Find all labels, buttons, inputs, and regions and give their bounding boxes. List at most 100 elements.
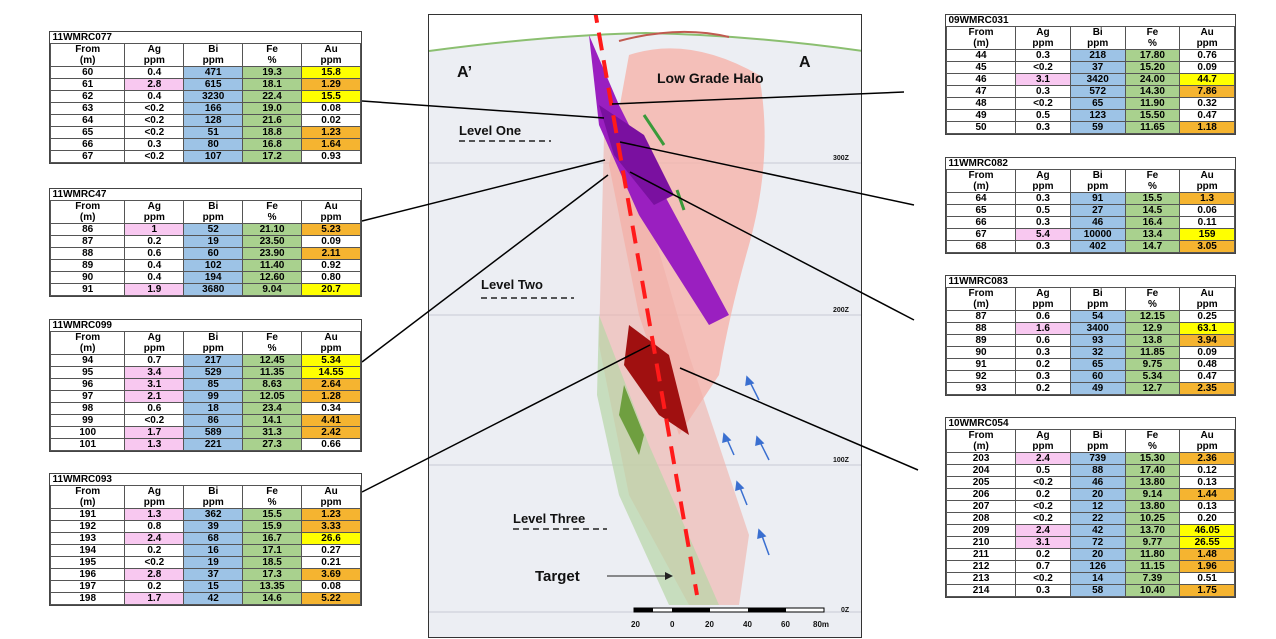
ag-cell: 0.7	[124, 354, 185, 367]
column-header: %	[242, 343, 303, 355]
ag-cell: 2.4	[1015, 524, 1071, 537]
fe-cell: 12.05	[242, 390, 303, 403]
bi-cell: 166	[183, 102, 244, 115]
fe-cell: 19.3	[242, 66, 303, 79]
column-header: (m)	[945, 38, 1017, 50]
from-cell: 65	[49, 126, 126, 139]
bi-cell: 194	[183, 271, 244, 284]
from-cell: 50	[945, 121, 1017, 134]
table-row: 97 2.1 99 12.05 1.28	[49, 390, 361, 403]
table-row: 99 <0.2 86 14.1 4.41	[49, 414, 361, 427]
from-cell: 67	[945, 228, 1017, 241]
from-cell: 197	[49, 580, 126, 593]
column-header: ppm	[183, 55, 244, 67]
from-cell: 45	[945, 61, 1017, 74]
au-cell: 4.41	[301, 414, 361, 427]
fe-cell: 14.7	[1124, 240, 1181, 253]
ag-cell: 0.4	[124, 259, 185, 272]
table-row: 63 <0.2 166 19.0 0.08	[49, 102, 361, 115]
table-row: 98 0.6 18 23.4 0.34	[49, 402, 361, 415]
column-header: Fe	[242, 331, 303, 343]
table-row: 100 1.7 589 31.3 2.42	[49, 426, 361, 439]
table-row: 60 0.4 471 19.3 15.8	[49, 66, 361, 79]
bi-cell: 93	[1069, 334, 1126, 347]
table-row: 197 0.2 15 13.35 0.08	[49, 580, 361, 593]
column-header: ppm	[301, 497, 361, 509]
from-cell: 98	[49, 402, 126, 415]
from-cell: 66	[945, 216, 1017, 229]
from-cell: 67	[49, 150, 126, 163]
bi-cell: 3400	[1069, 322, 1126, 335]
fe-cell: 24.00	[1124, 73, 1181, 86]
ag-cell: 0.3	[1015, 192, 1071, 205]
column-header: %	[242, 55, 303, 67]
fe-cell: 13.70	[1124, 524, 1181, 537]
fe-cell: 21.6	[242, 114, 303, 127]
column-header: ppm	[1069, 181, 1126, 193]
ag-cell: 0.2	[1015, 358, 1071, 371]
column-header: %	[1124, 441, 1181, 453]
from-cell: 204	[945, 464, 1017, 477]
fe-cell: 17.3	[242, 568, 303, 581]
ag-cell: 0.4	[124, 271, 185, 284]
ag-cell: 0.3	[1015, 240, 1071, 253]
fe-cell: 15.20	[1124, 61, 1181, 74]
assay-grid: 11WMRC093 From Ag Bi Fe Au (m) ppm ppm% ppm 191 1.3…	[49, 474, 361, 605]
column-header: ppm	[1015, 181, 1071, 193]
au-cell: 0.76	[1179, 49, 1235, 62]
bi-cell: 42	[1069, 524, 1126, 537]
from-cell: 100	[49, 426, 126, 439]
fe-cell: 13.4	[1124, 228, 1181, 241]
au-cell: 15.5	[301, 90, 361, 103]
fault-line	[593, 15, 699, 596]
bi-cell: 86	[183, 414, 244, 427]
bi-cell: 37	[183, 568, 244, 581]
fe-cell: 11.85	[1124, 346, 1181, 359]
rl-300: 300Z	[833, 155, 850, 162]
cross-section: 300Z 200Z 100Z 0Z A’ A Low Grade Halo Le…	[428, 14, 862, 638]
column-header: Bi	[183, 43, 244, 55]
table-row: 49 0.5 123 15.50 0.47	[945, 109, 1235, 122]
table-row: 195 <0.2 19 18.5 0.21	[49, 556, 361, 569]
ag-cell: 1.6	[1015, 322, 1071, 335]
assay-table-10wmrc054: 10WMRC054 From Ag Bi Fe Au (m) ppm ppm% ppm 203 2.4…	[945, 417, 1236, 598]
au-cell: 0.12	[1179, 464, 1235, 477]
fe-cell: 15.9	[242, 520, 303, 533]
table-row: 101 1.3 221 27.3 0.66	[49, 438, 361, 451]
from-cell: 91	[945, 358, 1017, 371]
halo-label: Low Grade Halo	[657, 70, 764, 86]
column-header: Au	[1179, 169, 1235, 181]
column-header: %	[1124, 38, 1181, 50]
fe-cell: 9.04	[242, 283, 303, 296]
cross-section-svg: 300Z 200Z 100Z 0Z A’ A Low Grade Halo Le…	[429, 15, 861, 637]
au-cell: 1.96	[1179, 560, 1235, 573]
column-header: (m)	[49, 343, 126, 355]
au-cell: 0.34	[301, 402, 361, 415]
column-header: ppm	[1015, 38, 1071, 50]
fe-cell: 18.8	[242, 126, 303, 139]
section-label-right: A	[799, 54, 811, 71]
from-cell: 92	[945, 370, 1017, 383]
from-cell: 88	[945, 322, 1017, 335]
au-cell: 2.35	[1179, 382, 1235, 395]
au-cell: 14.55	[301, 366, 361, 379]
column-header: Fe	[1124, 287, 1181, 299]
column-header: From	[49, 331, 126, 343]
fe-cell: 15.5	[1124, 192, 1181, 205]
column-header: (m)	[49, 212, 126, 224]
ag-cell: <0.2	[1015, 572, 1071, 585]
fe-cell: 10.40	[1124, 584, 1181, 597]
table-row: 67 5.4 10000 13.4 159	[945, 228, 1235, 241]
bi-cell: 42	[183, 592, 244, 605]
au-cell: 0.25	[1179, 310, 1235, 323]
hole-id: 11WMRC099	[50, 320, 361, 332]
au-cell: 44.7	[1179, 73, 1235, 86]
table-row: 205 <0.2 46 13.80 0.13	[945, 476, 1235, 489]
assay-table-09wmrc031: 09WMRC031 From Ag Bi Fe Au (m) ppm ppm% ppm 44 0.3 2…	[945, 14, 1236, 135]
column-header: (m)	[49, 497, 126, 509]
au-cell: 1.75	[1179, 584, 1235, 597]
table-row: 48 <0.2 65 11.90 0.32	[945, 97, 1235, 110]
fe-cell: 14.6	[242, 592, 303, 605]
bi-cell: 572	[1069, 85, 1126, 98]
from-cell: 205	[945, 476, 1017, 489]
